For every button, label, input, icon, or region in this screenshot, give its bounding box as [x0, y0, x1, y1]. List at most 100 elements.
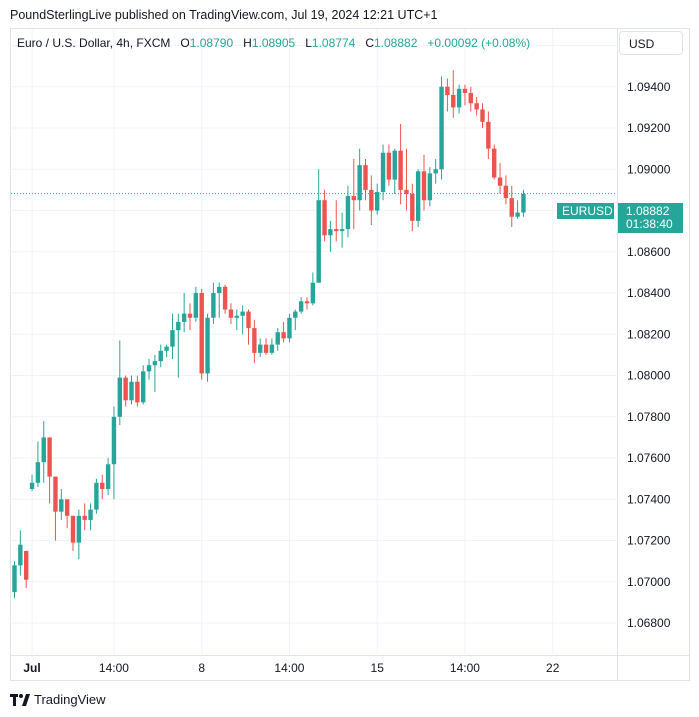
candle[interactable] [287, 313, 292, 343]
candle[interactable] [164, 344, 169, 357]
candle[interactable] [263, 338, 269, 355]
candle[interactable] [88, 503, 93, 531]
candle[interactable] [369, 175, 374, 225]
candle[interactable] [123, 375, 128, 407]
candle[interactable] [111, 406, 117, 500]
chart-frame[interactable] [10, 28, 690, 681]
candle[interactable] [316, 169, 321, 283]
candle[interactable] [521, 189, 526, 217]
candle[interactable] [275, 328, 280, 351]
candle[interactable] [82, 503, 87, 531]
grid-layer [11, 29, 617, 654]
candle[interactable] [404, 148, 409, 211]
candle[interactable] [141, 365, 146, 405]
candle[interactable] [117, 340, 122, 426]
candle[interactable] [240, 305, 245, 335]
candle[interactable] [12, 561, 17, 599]
candle[interactable] [433, 158, 438, 184]
candle-body [421, 171, 427, 201]
candle[interactable] [515, 200, 520, 219]
candle[interactable] [129, 375, 134, 405]
candle[interactable] [486, 111, 491, 159]
candle[interactable] [41, 420, 46, 483]
candle[interactable] [135, 375, 140, 407]
candle[interactable] [211, 282, 216, 324]
currency-selector[interactable]: USD [619, 31, 683, 55]
candle[interactable] [421, 154, 427, 211]
candle[interactable] [310, 272, 316, 306]
candle[interactable] [47, 437, 52, 504]
candle[interactable] [258, 338, 263, 357]
candle[interactable] [322, 189, 327, 242]
candle[interactable] [480, 103, 485, 129]
candle[interactable] [392, 148, 397, 195]
candle[interactable] [170, 313, 175, 360]
candle[interactable] [410, 183, 415, 232]
candle[interactable] [334, 200, 339, 242]
candle[interactable] [293, 309, 298, 331]
candle-body [94, 482, 99, 510]
candle[interactable] [193, 286, 199, 322]
candle[interactable] [281, 321, 286, 343]
candle[interactable] [439, 76, 444, 180]
candle-body [240, 311, 245, 316]
candle[interactable] [176, 313, 181, 378]
candle[interactable] [228, 303, 234, 324]
candle[interactable] [492, 144, 497, 180]
candle[interactable] [386, 144, 392, 186]
candle[interactable] [152, 354, 158, 393]
candle-body [269, 344, 275, 353]
candle[interactable] [246, 309, 251, 345]
candle[interactable] [76, 509, 82, 560]
candle[interactable] [357, 148, 362, 211]
candle[interactable] [94, 478, 99, 514]
candle[interactable] [199, 288, 204, 380]
candle[interactable] [252, 319, 257, 364]
candle[interactable] [339, 212, 345, 248]
candle[interactable] [328, 220, 333, 252]
candle[interactable] [100, 474, 105, 500]
candle[interactable] [158, 344, 163, 368]
footer-brand[interactable]: TradingView [10, 692, 106, 707]
candle[interactable] [18, 530, 23, 576]
candle-body [328, 229, 333, 236]
candle[interactable] [59, 488, 64, 520]
candle[interactable] [187, 303, 193, 331]
candle[interactable] [181, 293, 187, 333]
candle[interactable] [105, 458, 111, 496]
candle-body [100, 482, 105, 489]
legend-open-label: O [180, 36, 190, 50]
candle[interactable] [468, 86, 473, 112]
candle[interactable] [217, 282, 222, 318]
candle[interactable] [474, 97, 479, 116]
candle[interactable] [456, 84, 462, 114]
candle[interactable] [70, 515, 76, 551]
candle[interactable] [298, 297, 304, 314]
candle[interactable] [35, 441, 41, 487]
candle[interactable] [222, 284, 228, 314]
candle[interactable] [24, 550, 29, 588]
candle[interactable] [462, 84, 468, 106]
candle-body [468, 92, 473, 104]
candle[interactable] [451, 70, 456, 118]
candle[interactable] [380, 144, 386, 201]
candle[interactable] [64, 499, 70, 529]
candle[interactable] [375, 183, 380, 215]
legend-change: +0.00092 (+0.08%) [427, 36, 531, 50]
candle[interactable] [29, 474, 35, 492]
candle[interactable] [445, 78, 450, 112]
candle[interactable] [398, 123, 403, 205]
candle[interactable] [415, 169, 421, 228]
candle[interactable] [304, 297, 310, 310]
candle[interactable] [345, 185, 351, 238]
candle[interactable] [205, 313, 210, 382]
candle[interactable] [269, 338, 275, 355]
candle[interactable] [497, 163, 503, 195]
candle[interactable] [427, 167, 433, 207]
candle[interactable] [503, 175, 509, 205]
candle[interactable] [234, 309, 239, 331]
candle[interactable] [53, 476, 58, 541]
candle[interactable] [146, 359, 152, 380]
candle[interactable] [509, 185, 514, 228]
